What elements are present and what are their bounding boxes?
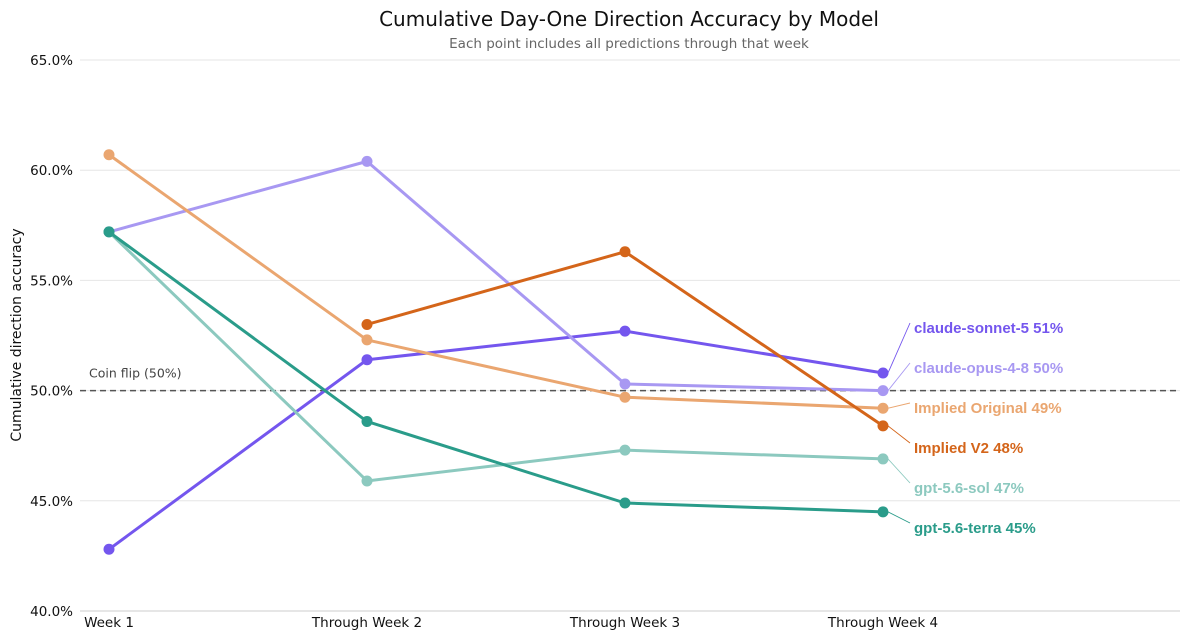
- series-claude-opus-4-8: [103, 155, 889, 397]
- series-implied-v2: [361, 246, 889, 432]
- x-tick-label: Through Week 4: [827, 615, 938, 631]
- data-point: [877, 367, 889, 379]
- x-axis-ticks: Week 1 Through Week 2 Through Week 3 Throug…: [84, 615, 938, 631]
- x-tick-label: Through Week 3: [569, 615, 680, 631]
- data-point: [877, 402, 889, 414]
- data-point: [361, 155, 373, 167]
- chart-title: Cumulative Day-One Direction Accuracy by…: [379, 7, 879, 31]
- data-point: [361, 334, 373, 346]
- y-tick-label: 60.0%: [30, 163, 73, 179]
- data-point: [877, 506, 889, 518]
- y-tick-label: 65.0%: [30, 53, 73, 69]
- series-claude-sonnet-5: [103, 325, 889, 555]
- y-axis-ticks: 40.0% 45.0% 50.0% 55.0% 60.0% 65.0%: [30, 53, 73, 620]
- y-tick-label: 40.0%: [30, 604, 73, 620]
- x-tick-label: Through Week 2: [311, 615, 422, 631]
- y-tick-label: 55.0%: [30, 273, 73, 289]
- label-leader-line: [887, 511, 911, 524]
- data-point: [877, 453, 889, 465]
- x-tick-label: Week 1: [84, 615, 134, 631]
- y-tick-label: 45.0%: [30, 494, 73, 510]
- data-point: [103, 543, 115, 555]
- data-point: [361, 415, 373, 427]
- y-tick-label: 50.0%: [30, 384, 73, 400]
- series-end-label: claude-opus-4-8 50%: [914, 360, 1063, 377]
- series-line: [107, 230, 885, 514]
- data-point: [361, 354, 373, 366]
- data-point: [103, 226, 115, 238]
- data-point: [361, 475, 373, 487]
- label-leader-line: [887, 425, 911, 444]
- data-point: [619, 497, 631, 509]
- series-line: [107, 230, 885, 483]
- label-leader-line: [887, 402, 911, 409]
- label-leader-line: [887, 458, 911, 484]
- series-line: [107, 153, 885, 410]
- series-end-label: gpt-5.6-sol 47%: [914, 480, 1024, 497]
- reference-line-group: Coin flip (50%): [80, 366, 1180, 392]
- data-point: [619, 325, 631, 337]
- series-gpt-5-6-sol: [103, 226, 889, 487]
- series-end-label: gpt-5.6-terra 45%: [914, 520, 1036, 537]
- series-group: [103, 149, 889, 555]
- series-implied-original: [103, 149, 889, 414]
- series-end-label: Implied Original 49%: [914, 400, 1062, 417]
- end-labels: claude-sonnet-5 51% claude-opus-4-8 50% Im…: [887, 320, 1063, 537]
- y-axis-label: Cumulative direction accuracy: [9, 228, 25, 441]
- data-point: [877, 385, 889, 397]
- data-point: [619, 444, 631, 456]
- data-point: [361, 318, 373, 330]
- chart-subtitle: Each point includes all predictions thro…: [449, 36, 809, 52]
- series-end-label: Implied V2 48%: [914, 440, 1023, 457]
- data-point: [619, 391, 631, 403]
- series-line: [107, 159, 885, 393]
- series-gpt-5-6-terra: [103, 226, 889, 518]
- label-leader-line: [887, 322, 911, 374]
- data-point: [103, 149, 115, 161]
- coin-flip-label: Coin flip (50%): [89, 366, 182, 381]
- data-point: [619, 378, 631, 390]
- data-point: [619, 246, 631, 258]
- series-end-label: claude-sonnet-5 51%: [914, 320, 1063, 337]
- label-leader-line: [887, 362, 911, 391]
- data-point: [877, 420, 889, 432]
- series-line: [107, 329, 885, 551]
